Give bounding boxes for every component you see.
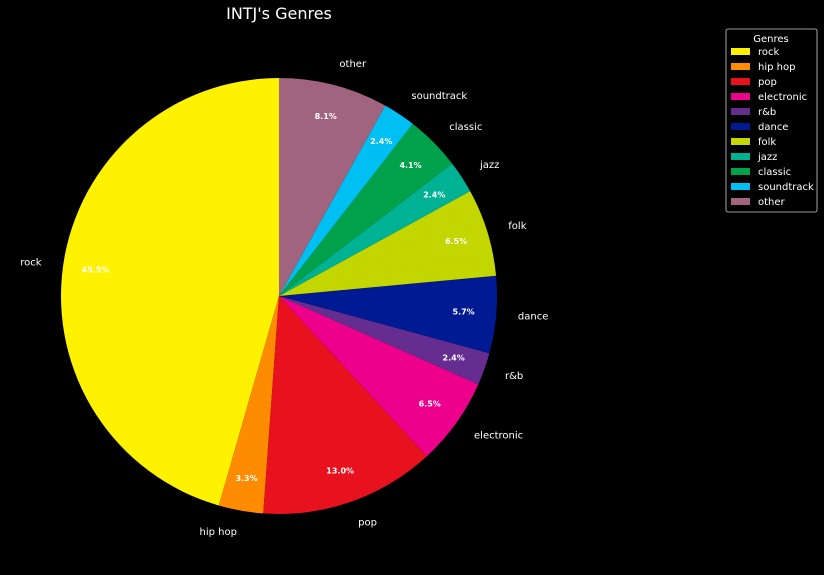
pie-slice-pop — [263, 296, 427, 514]
legend-frame — [725, 28, 818, 213]
slice-label-jazz: jazz — [479, 160, 499, 171]
slice-label-randb: r&b — [505, 371, 523, 382]
slice-labels: rock hip hop pop electronic r&b dance folk jazz… — [20, 59, 548, 538]
legend-entries: rock hip hop pop electronic r&b dance folk jazz… — [731, 47, 814, 208]
legend-swatch-soundtrack — [731, 183, 750, 190]
legend-label-pop: pop — [758, 77, 777, 88]
pie-slice-electronic — [279, 296, 479, 457]
legend-swatch-electronic — [731, 93, 750, 100]
legend: Genres rock hip hop pop electronic r&b dance f… — [725, 28, 818, 213]
slice-label-folk: folk — [508, 221, 526, 232]
pct-label-pop: 13.0% — [326, 466, 354, 475]
legend-label-rock: rock — [758, 47, 780, 58]
pct-label-dance: 5.7% — [453, 308, 475, 317]
legend-swatch-classic — [731, 168, 750, 175]
pie-slice-other — [279, 78, 386, 296]
pct-label-jazz: 2.4% — [423, 190, 445, 199]
legend-label-electronic: electronic — [758, 92, 807, 103]
pie-slice-classic — [279, 123, 453, 297]
legend-label-hip-hop: hip hop — [758, 62, 795, 73]
legend-label-randb: r&b — [758, 107, 776, 118]
legend-swatch-dance — [731, 123, 750, 130]
pie-slice-hip-hop — [218, 296, 279, 514]
chart-title: INTJ's Genres — [226, 4, 332, 23]
pct-label-hip-hop: 3.3% — [235, 474, 257, 483]
legend-swatch-pop — [731, 78, 750, 85]
legend-label-classic: classic — [758, 167, 791, 178]
pct-label-rock: 45.5% — [82, 266, 110, 275]
slice-label-hip-hop: hip hop — [200, 527, 237, 538]
pct-label-randb: 2.4% — [443, 354, 465, 363]
pct-label-classic: 4.1% — [399, 161, 421, 170]
pct-label-other: 8.1% — [315, 112, 337, 121]
legend-swatch-jazz — [731, 153, 750, 160]
slice-label-pop: pop — [358, 517, 377, 528]
pie-slice-folk — [279, 191, 497, 296]
percentage-labels: 45.5% 3.3% 13.0% 6.5% 2.4% 5.7% 6.5% 2.4% 4.1% 2.… — [82, 112, 475, 483]
pct-label-electronic: 6.5% — [419, 399, 441, 408]
legend-label-soundtrack: soundtrack — [758, 182, 814, 193]
slice-label-rock: rock — [20, 258, 42, 269]
legend-swatch-hip-hop — [731, 63, 750, 70]
pct-label-soundtrack: 2.4% — [370, 137, 392, 146]
legend-label-dance: dance — [758, 122, 788, 133]
legend-title: Genres — [753, 34, 789, 45]
slice-label-other: other — [339, 59, 367, 70]
pie-slice-rock — [60, 78, 280, 506]
legend-label-jazz: jazz — [757, 152, 777, 163]
legend-swatch-randb — [731, 108, 750, 115]
pct-label-folk: 6.5% — [445, 237, 467, 246]
legend-swatch-folk — [731, 138, 750, 145]
pie-slice-jazz — [279, 163, 471, 296]
pie-slices — [60, 78, 497, 514]
legend-swatch-rock — [731, 48, 750, 55]
legend-swatch-other — [731, 198, 750, 205]
slice-label-dance: dance — [518, 312, 548, 323]
pie-slice-randb — [279, 296, 490, 385]
legend-label-other: other — [758, 197, 786, 208]
pie-slice-dance — [279, 275, 497, 354]
slice-label-electronic: electronic — [474, 431, 523, 442]
slice-label-classic: classic — [449, 122, 482, 133]
legend-label-folk: folk — [758, 137, 776, 148]
slice-label-soundtrack: soundtrack — [411, 91, 467, 102]
pie-slice-soundtrack — [279, 105, 413, 296]
